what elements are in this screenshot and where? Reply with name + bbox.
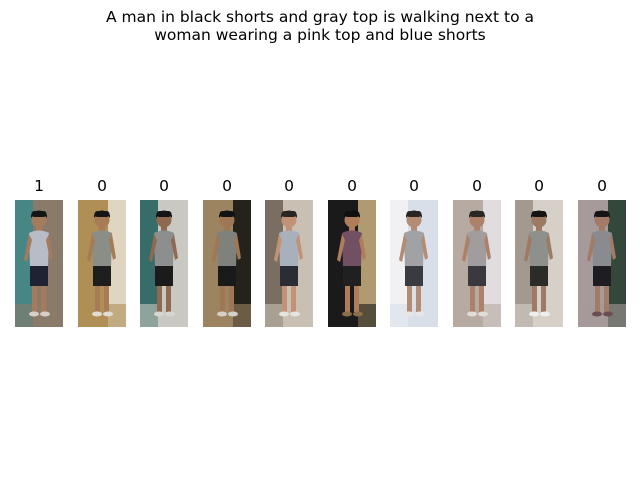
image-label-6: 0 [347, 177, 357, 195]
person-image-2 [78, 200, 126, 327]
person-figure [515, 200, 563, 327]
person-figure [15, 200, 63, 327]
person-figure [453, 200, 501, 327]
person-figure [203, 200, 251, 327]
person-figure [328, 200, 376, 327]
image-label-7: 0 [409, 177, 419, 195]
image-label-4: 0 [222, 177, 232, 195]
person-figure [390, 200, 438, 327]
person-image-3 [140, 200, 188, 327]
person-image-8 [453, 200, 501, 327]
figure-title-line-1: A man in black shorts and gray top is wa… [106, 8, 534, 26]
person-image-4 [203, 200, 251, 327]
person-figure [140, 200, 188, 327]
image-label-2: 0 [97, 177, 107, 195]
person-image-5 [265, 200, 313, 327]
person-image-10 [578, 200, 626, 327]
person-figure [578, 200, 626, 327]
person-figure [265, 200, 313, 327]
image-label-8: 0 [472, 177, 482, 195]
person-figure [78, 200, 126, 327]
image-label-10: 0 [597, 177, 607, 195]
image-label-5: 0 [284, 177, 294, 195]
image-label-3: 0 [159, 177, 169, 195]
figure-title-line-2: woman wearing a pink top and blue shorts [154, 26, 486, 44]
person-image-1 [15, 200, 63, 327]
person-image-7 [390, 200, 438, 327]
figure-title: A man in black shorts and gray top is wa… [0, 8, 640, 44]
person-image-9 [515, 200, 563, 327]
person-image-6 [328, 200, 376, 327]
image-label-9: 0 [534, 177, 544, 195]
image-label-1: 1 [34, 177, 44, 195]
